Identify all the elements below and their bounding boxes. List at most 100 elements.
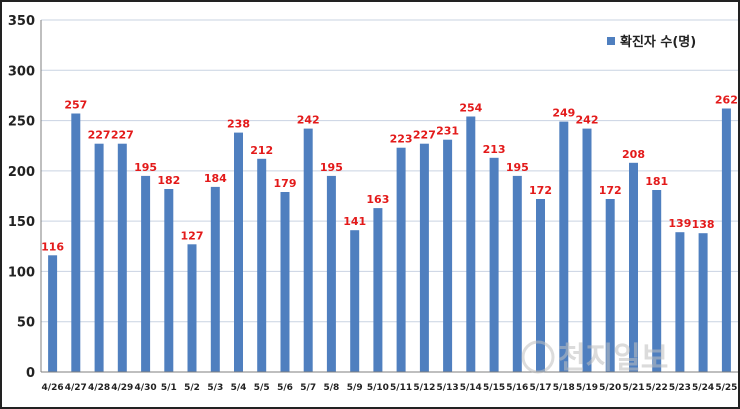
bar-5/13 [443, 139, 453, 372]
data-label-4/28: 227 [88, 129, 111, 142]
data-label-5/5: 212 [250, 144, 273, 157]
y-tick-label: 100 [8, 265, 35, 280]
bar-5/23 [675, 232, 685, 372]
x-tick-label: 5/18 [553, 383, 575, 393]
bar-5/1 [164, 189, 174, 372]
bar-5/10 [373, 208, 383, 372]
watermark-text: 천지일보 [558, 341, 668, 376]
bar-5/11 [396, 147, 406, 372]
data-label-5/7: 242 [297, 114, 320, 127]
bar-4/30 [141, 175, 151, 372]
bar-5/2 [187, 244, 197, 372]
data-label-5/2: 127 [181, 229, 204, 242]
data-label-5/21: 208 [622, 148, 645, 161]
bar-4/26 [48, 255, 58, 372]
x-tick-label: 4/28 [88, 383, 110, 393]
y-tick-label: 150 [8, 215, 35, 230]
x-tick-label: 5/22 [646, 383, 668, 393]
bar-5/25 [721, 108, 731, 372]
bar-5/5 [257, 158, 267, 372]
data-label-5/16: 195 [506, 161, 529, 174]
y-tick-label: 300 [8, 64, 35, 79]
data-label-5/9: 141 [343, 215, 366, 228]
x-tick-label: 5/11 [390, 383, 412, 393]
data-label-5/17: 172 [529, 184, 552, 197]
data-label-4/27: 257 [64, 99, 87, 112]
y-axis: 0 50 100 150 200 250 300 350 [8, 14, 42, 381]
data-label-5/15: 213 [483, 143, 506, 156]
data-label-5/3: 184 [204, 172, 227, 185]
x-tick-label: 5/23 [669, 383, 691, 393]
x-tick-label: 5/12 [413, 383, 435, 393]
data-label-5/13: 231 [436, 125, 459, 138]
data-label-5/11: 223 [390, 133, 413, 146]
y-tick-label: 0 [26, 366, 35, 381]
bar-5/16 [512, 175, 522, 372]
data-label-5/14: 254 [459, 102, 482, 115]
bar-4/28 [94, 143, 104, 372]
bar-5/18 [559, 121, 569, 372]
data-label-5/6: 179 [274, 177, 297, 190]
bar-5/19 [582, 128, 592, 372]
bar-5/9 [350, 230, 360, 372]
y-tick-label: 350 [8, 14, 35, 29]
data-label-5/20: 172 [599, 184, 622, 197]
x-tick-label: 5/1 [161, 383, 177, 393]
bar-5/20 [605, 199, 615, 372]
bar-5/7 [303, 128, 313, 372]
data-label-4/26: 116 [41, 240, 64, 253]
x-tick-label: 5/7 [300, 383, 316, 393]
data-label-5/19: 242 [576, 114, 599, 127]
bar-5/24 [698, 233, 708, 372]
bar-5/4 [234, 132, 243, 372]
bar-5/12 [419, 143, 429, 372]
gridlines [41, 19, 738, 323]
x-tick-label: 5/17 [529, 383, 551, 393]
x-tick-label: 5/15 [483, 383, 505, 393]
x-tick-label: 5/13 [437, 383, 459, 393]
data-label-5/23: 139 [668, 217, 691, 230]
x-tick-label: 5/4 [231, 383, 247, 393]
x-tick-label: 5/24 [692, 383, 714, 393]
legend-swatch [607, 37, 615, 45]
x-tick-label: 5/20 [599, 383, 621, 393]
legend: 확진자 수(명) [607, 34, 696, 50]
bar-5/3 [210, 186, 220, 372]
data-label-5/22: 181 [645, 175, 668, 188]
x-tick-label: 5/6 [277, 383, 293, 393]
x-tick-label: 5/3 [207, 383, 223, 393]
x-tick-label: 4/26 [42, 383, 64, 393]
bar-5/15 [489, 157, 499, 372]
bar-5/8 [326, 175, 336, 372]
x-tick-label: 5/2 [184, 383, 200, 393]
data-label-5/8: 195 [320, 161, 343, 174]
bar-5/17 [536, 199, 545, 372]
bar-series [48, 108, 731, 372]
x-tick-label: 4/30 [135, 383, 157, 393]
bar-4/29 [117, 143, 127, 372]
data-label-5/25: 262 [715, 94, 738, 107]
data-label-5/4: 238 [227, 118, 250, 131]
x-tick-label: 5/19 [576, 383, 598, 393]
data-label-5/24: 138 [692, 218, 715, 231]
data-label-5/18: 249 [552, 107, 575, 120]
x-tick-label: 5/14 [460, 383, 482, 393]
bar-5/21 [629, 162, 638, 372]
bar-4/27 [71, 113, 81, 372]
bar-5/14 [466, 116, 476, 372]
bar-5/6 [280, 192, 290, 372]
bar-5/22 [652, 190, 662, 372]
y-tick-label: 200 [8, 165, 35, 180]
x-tick-label: 5/21 [622, 383, 644, 393]
data-label-5/12: 227 [413, 129, 436, 142]
data-label-5/1: 182 [157, 174, 180, 187]
x-tick-label: 5/16 [506, 383, 528, 393]
watermark-logo-icon [521, 340, 555, 374]
x-tick-label: 5/10 [367, 383, 389, 393]
x-tick-label: 4/29 [111, 383, 133, 393]
y-tick-label: 50 [17, 316, 35, 331]
y-tick-label: 250 [8, 115, 35, 130]
data-label-5/10: 163 [366, 193, 389, 206]
